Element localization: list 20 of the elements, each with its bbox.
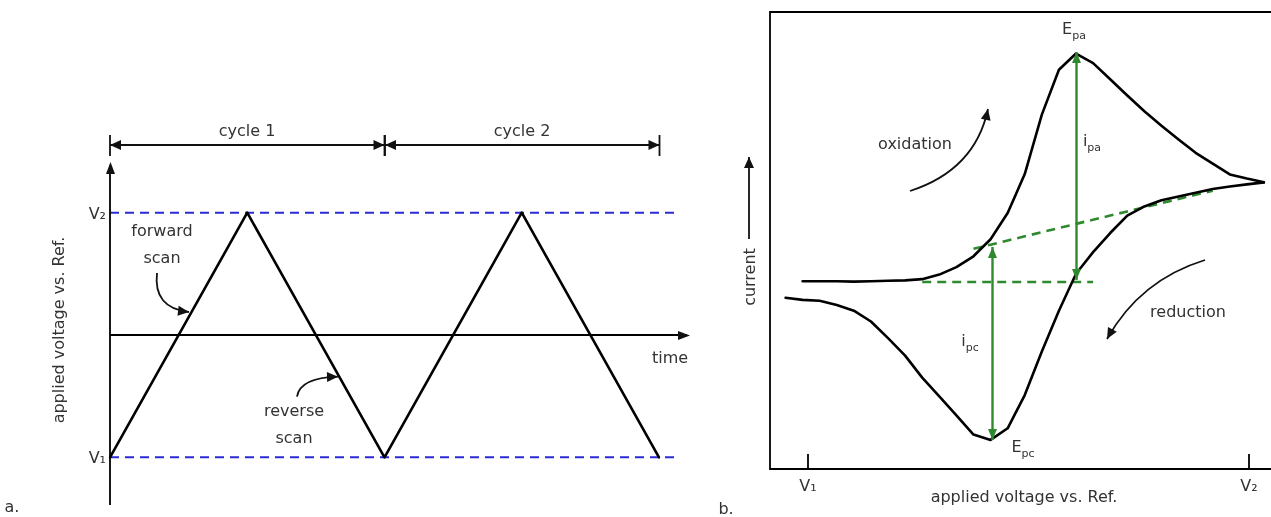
text: b. <box>718 497 734 517</box>
y-axis-title: current <box>738 248 760 306</box>
text: cycle 1 <box>218 119 276 142</box>
x-axis-title: time <box>651 346 689 369</box>
annotation: forward scan <box>130 220 194 269</box>
text: V₂ <box>1240 474 1258 497</box>
annotation: i$_{pc}$ <box>961 330 979 356</box>
text: a. <box>4 495 20 517</box>
annotation: E$_{pc}$ <box>1011 436 1035 462</box>
annotation: reverse scan <box>262 400 326 449</box>
annotation: oxidation <box>878 132 952 155</box>
text: E$_{pa}$ <box>1062 18 1086 44</box>
text: cycle 2 <box>493 119 551 142</box>
text: V₁ <box>799 474 817 497</box>
ref-line-label: V₂ <box>88 202 106 225</box>
x-axis-title: applied voltage vs. Ref. <box>930 485 1118 508</box>
annotation: i$_{pa}$ <box>1082 130 1102 156</box>
ref-line-label: V₁ <box>88 446 106 469</box>
annotation: reduction <box>1150 300 1226 323</box>
y-axis-title: applied voltage vs. Ref. <box>47 236 69 424</box>
